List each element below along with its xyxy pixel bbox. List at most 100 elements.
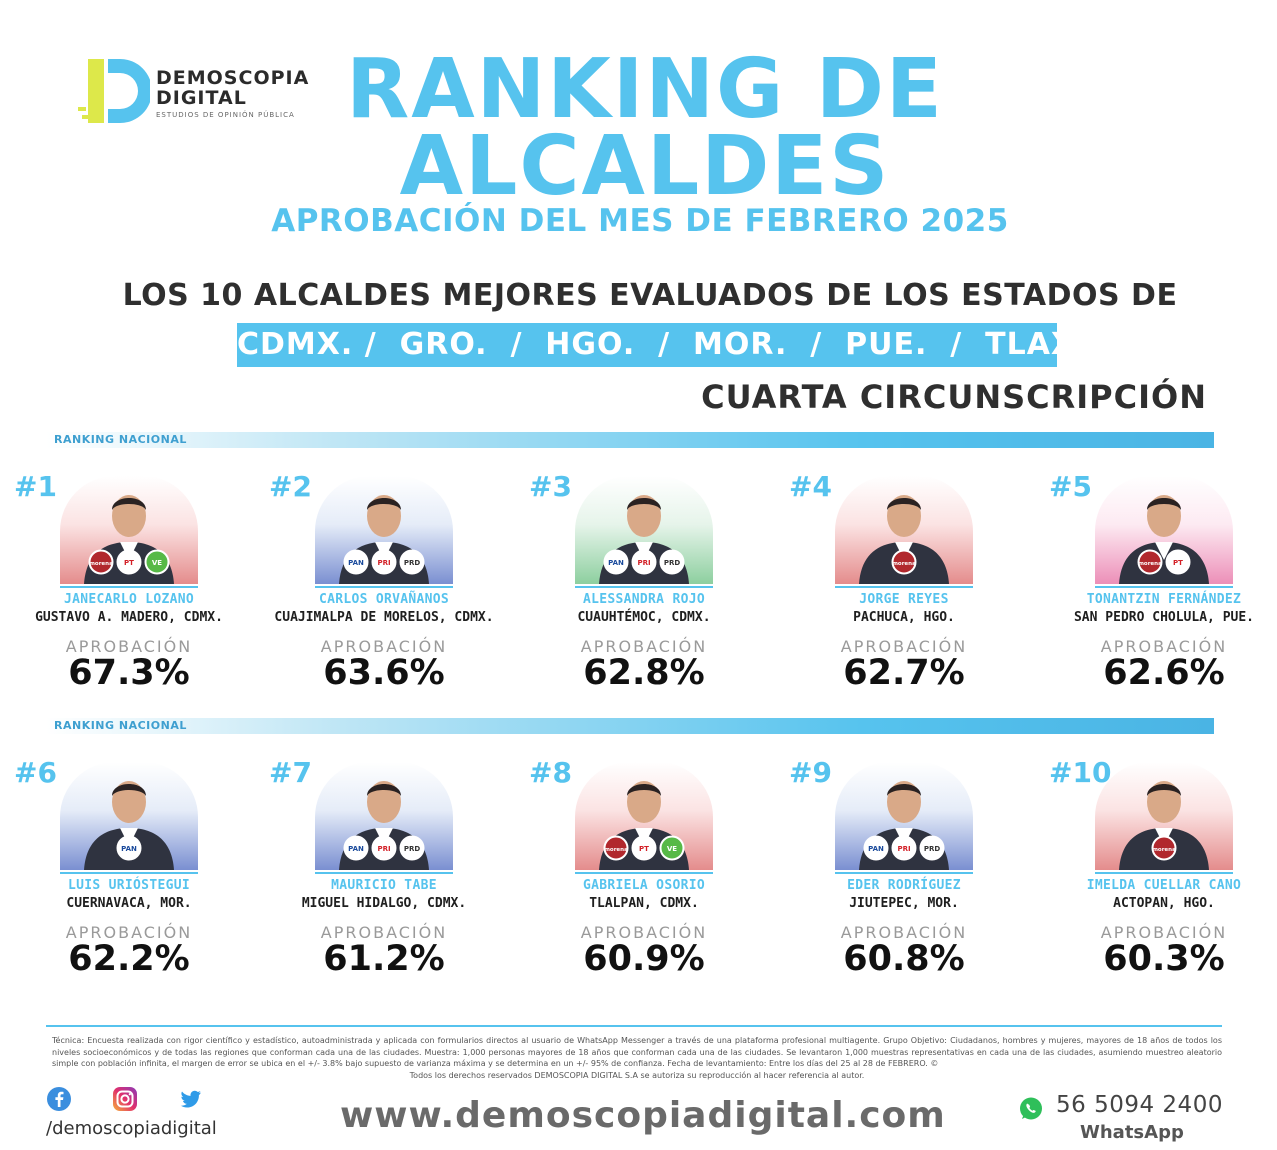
rank-number: #6	[14, 756, 57, 789]
twitter-icon[interactable]	[178, 1086, 204, 1112]
party-logo-pri: PRI	[371, 549, 397, 575]
technical-note: Técnica: Encuesta realizada con rigor ci…	[52, 1035, 1222, 1081]
mayor-portrait: PAN PRI PRD	[575, 476, 713, 584]
party-logo-prd: PRD	[399, 549, 425, 575]
approval-label: APROBACIÓN	[1100, 923, 1228, 942]
rights-text: Todos los derechos reservados DEMOSCOPIA…	[409, 1070, 865, 1080]
approval-value: 67.3%	[68, 653, 190, 693]
mayor-portrait: morena	[835, 476, 973, 584]
svg-text:PT: PT	[124, 559, 134, 567]
party-logo-pri: PRI	[631, 549, 657, 575]
party-logo-morena: morena	[891, 549, 917, 575]
mayor-municipality: ACTOPAN, HGO.	[1113, 896, 1215, 911]
svg-text:VE: VE	[152, 559, 162, 567]
mayor-card: #6 PAN LUIS URIÓSTEGUI CUERNAVACA, MOR. …	[14, 756, 254, 996]
card-divider	[315, 586, 453, 588]
svg-text:PAN: PAN	[608, 559, 624, 567]
social-handle[interactable]: /demoscopiadigital	[46, 1118, 217, 1139]
person-silhouette-icon: PAN PRI PRD	[859, 781, 949, 870]
mayor-card: #10 morena IMELDA CUELLAR CANO ACTOPAN, …	[1049, 756, 1277, 996]
subtitle: APROBACIÓN DEL MES DE FEBRERO 2025	[271, 203, 1009, 239]
svg-text:morena: morena	[604, 847, 628, 853]
mayor-card: #2 PAN PRI PRD CARLOS ORVAÑA	[269, 470, 509, 710]
mayor-municipality: GUSTAVO A. MADERO, CDMX.	[35, 610, 223, 625]
party-logo-morena: morena	[603, 835, 629, 861]
card-divider	[1095, 586, 1233, 588]
card-divider	[1095, 872, 1233, 874]
approval-value: 62.6%	[1103, 653, 1225, 693]
svg-text:PAN: PAN	[868, 845, 884, 853]
svg-text:PT: PT	[1173, 559, 1183, 567]
logo-d-icon	[78, 59, 150, 123]
person-silhouette-icon: PAN PRI PRD	[339, 781, 429, 870]
mayor-portrait: PAN PRI PRD	[315, 476, 453, 584]
party-logo-pan: PAN	[116, 835, 142, 861]
person-silhouette-icon: morena PT VE	[84, 495, 174, 584]
mayor-name: CARLOS ORVAÑANOS	[318, 592, 450, 607]
card-divider	[575, 586, 713, 588]
states-banner: CDMX. / GRO. / HGO. / MOR. / PUE. / TLAX…	[237, 323, 1086, 367]
mayor-portrait: PAN PRI PRD	[835, 762, 973, 870]
mayor-name: GABRIELA OSORIO	[583, 878, 705, 893]
whatsapp-contact[interactable]: 56 5094 2400 WhatsApp	[1018, 1092, 1248, 1147]
headline: LOS 10 ALCALDES MEJORES EVALUADOS DE LOS…	[122, 278, 1178, 313]
svg-text:PRD: PRD	[404, 559, 421, 567]
mayor-card: #8 morena PT VE GABRIELA OSO	[529, 756, 769, 996]
party-logo-morena: morena	[1137, 549, 1163, 575]
rank-number: #8	[529, 756, 572, 789]
svg-text:PRD: PRD	[404, 845, 421, 853]
approval-label: APROBACIÓN	[840, 637, 968, 656]
person-silhouette-icon: PAN	[84, 781, 174, 870]
party-logo-pri: PRI	[891, 835, 917, 861]
mayor-municipality: PACHUCA, HGO.	[853, 610, 955, 625]
mayor-municipality: JIUTEPEC, MOR.	[849, 896, 959, 911]
mayor-card: #9 PAN PRI PRD EDER RODRÍGUE	[789, 756, 1029, 996]
mayor-municipality: CUAJIMALPA DE MORELOS, CDMX.	[274, 610, 494, 625]
party-logo-pvem: VE	[144, 549, 170, 575]
footer-divider	[46, 1025, 1222, 1027]
card-divider	[575, 872, 713, 874]
party-logo-prd: PRD	[919, 835, 945, 861]
mayor-card: #1 morena PT VE JANECARLO LO	[14, 470, 254, 710]
social-links: /demoscopiadigital	[46, 1086, 246, 1146]
facebook-icon[interactable]	[46, 1086, 72, 1112]
rank-number: #5	[1049, 470, 1092, 503]
card-divider	[835, 586, 973, 588]
person-silhouette-icon: morena PT	[1119, 495, 1209, 584]
whatsapp-label: WhatsApp	[1080, 1122, 1184, 1143]
rank-number: #9	[789, 756, 832, 789]
mayor-card: #4 morena JORGE REYES PACHUCA, HGO. APRO…	[789, 470, 1029, 710]
mayor-name: TONANTZIN FERNÁNDEZ	[1086, 592, 1242, 607]
approval-value: 62.2%	[68, 939, 190, 979]
approval-label: APROBACIÓN	[65, 637, 193, 656]
person-silhouette-icon: morena	[1119, 781, 1209, 870]
party-logo-pvem: VE	[659, 835, 685, 861]
party-logo-pan: PAN	[863, 835, 889, 861]
svg-text:PAN: PAN	[348, 845, 364, 853]
mayor-card: #5 morena PT TONANTZIN FERNÁNDEZ SAN PED…	[1049, 470, 1277, 710]
mayor-name: ALESSANDRA ROJO	[583, 592, 705, 607]
svg-text:PRD: PRD	[664, 559, 681, 567]
mayor-card: #7 PAN PRI PRD MAURICIO TABE	[269, 756, 509, 996]
party-logo-pt: PT	[1165, 549, 1191, 575]
svg-text:PRI: PRI	[377, 845, 390, 853]
mayor-portrait: morena PT VE	[60, 476, 198, 584]
website-link[interactable]: www.demoscopiadigital.com	[340, 1095, 946, 1136]
brand-tagline: ESTUDIOS DE OPINIÓN PÚBLICA	[156, 111, 295, 119]
approval-label: APROBACIÓN	[840, 923, 968, 942]
mayor-name: EDER RODRÍGUEZ	[847, 878, 961, 893]
approval-label: APROBACIÓN	[1100, 637, 1228, 656]
rank-number: #10	[1049, 756, 1112, 789]
ranking-bar-top: RANKING NACIONAL	[46, 432, 1214, 448]
person-silhouette-icon: morena PT VE	[599, 781, 689, 870]
mayor-municipality: SAN PEDRO CHOLULA, PUE.	[1073, 610, 1254, 625]
instagram-icon[interactable]	[112, 1086, 138, 1112]
svg-text:morena: morena	[89, 561, 113, 567]
card-divider	[60, 872, 198, 874]
whatsapp-icon	[1020, 1097, 1042, 1120]
mayor-municipality: TLALPAN, CDMX.	[589, 896, 699, 911]
svg-text:VE: VE	[667, 845, 677, 853]
main-title-line1: RANKING DE	[346, 42, 944, 137]
technical-text: Técnica: Encuesta realizada con rigor ci…	[52, 1036, 1222, 1068]
svg-text:PAN: PAN	[121, 845, 137, 853]
